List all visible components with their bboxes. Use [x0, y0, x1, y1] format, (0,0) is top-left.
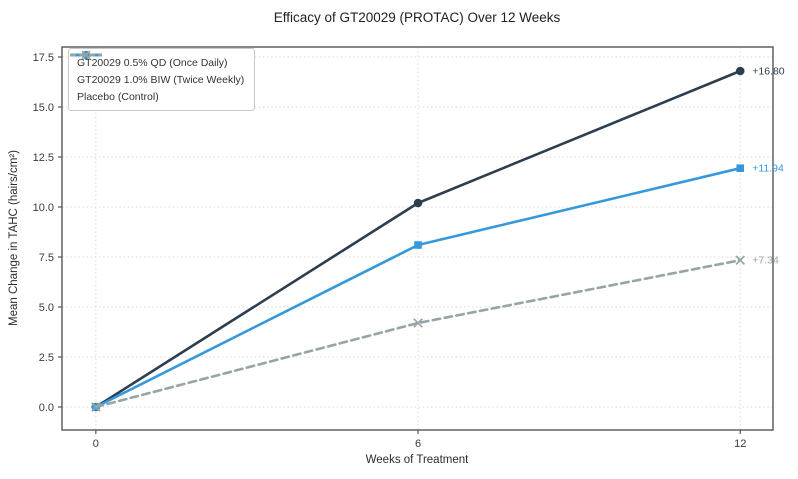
y-tick-label: 15.0 [33, 102, 54, 114]
x-marker [735, 255, 746, 266]
legend-item-2: Placebo (Control) [70, 50, 244, 104]
square-marker [736, 164, 745, 172]
x-marker [413, 318, 423, 328]
x-tick-label: 0 [93, 438, 99, 450]
x-marker [81, 50, 91, 60]
legend-item-label: Placebo (Control) [77, 90, 159, 103]
y-tick-label: 0.0 [39, 402, 54, 414]
axes: 0 6 12 0.0 2.5 5.0 7.5 10.0 12.5 15.0 17.5 [33, 46, 774, 450]
end-value-label: +16.80 [752, 66, 785, 78]
y-tick-label: 7.5 [39, 252, 54, 264]
end-value-label: +7.34 [752, 255, 779, 267]
end-labels: +16.80 +11.94 +7.34 [752, 66, 785, 267]
series-line [94, 258, 742, 409]
square-marker [414, 241, 422, 249]
y-tick-label: 10.0 [33, 202, 54, 214]
end-value-label: +11.94 [752, 163, 784, 175]
y-tick-label: 17.5 [33, 52, 54, 64]
y-tick-label: 2.5 [39, 352, 54, 364]
legend-item-label: GT20029 1.0% BIW (Twice Weekly) [77, 73, 245, 86]
y-axis-label: Mean Change in TAHC (hairs/cm²) [8, 150, 20, 326]
circle-marker [735, 66, 745, 76]
legend: GT20029 0.5% QD (Once Daily) GT20029 1.0%… [68, 48, 256, 111]
legend-sample-x [70, 50, 102, 60]
x-marker [91, 402, 101, 412]
series-2 [91, 255, 746, 412]
legend-item-1: GT20029 1.0% BIW (Twice Weekly) [70, 51, 245, 87]
x-axis-label: Weeks of Treatment [366, 454, 469, 466]
y-tick-label: 5.0 [39, 302, 54, 314]
legend-item-label: GT20029 0.5% QD (Once Daily) [77, 56, 228, 69]
y-tick-label: 12.5 [33, 152, 54, 164]
x-tick-label: 6 [415, 438, 421, 450]
circle-marker [413, 198, 423, 208]
x-tick-label: 12 [734, 438, 746, 450]
chart-title: Efficacy of GT20029 (PROTAC) Over 12 Wee… [274, 10, 561, 25]
data-series [91, 66, 746, 412]
